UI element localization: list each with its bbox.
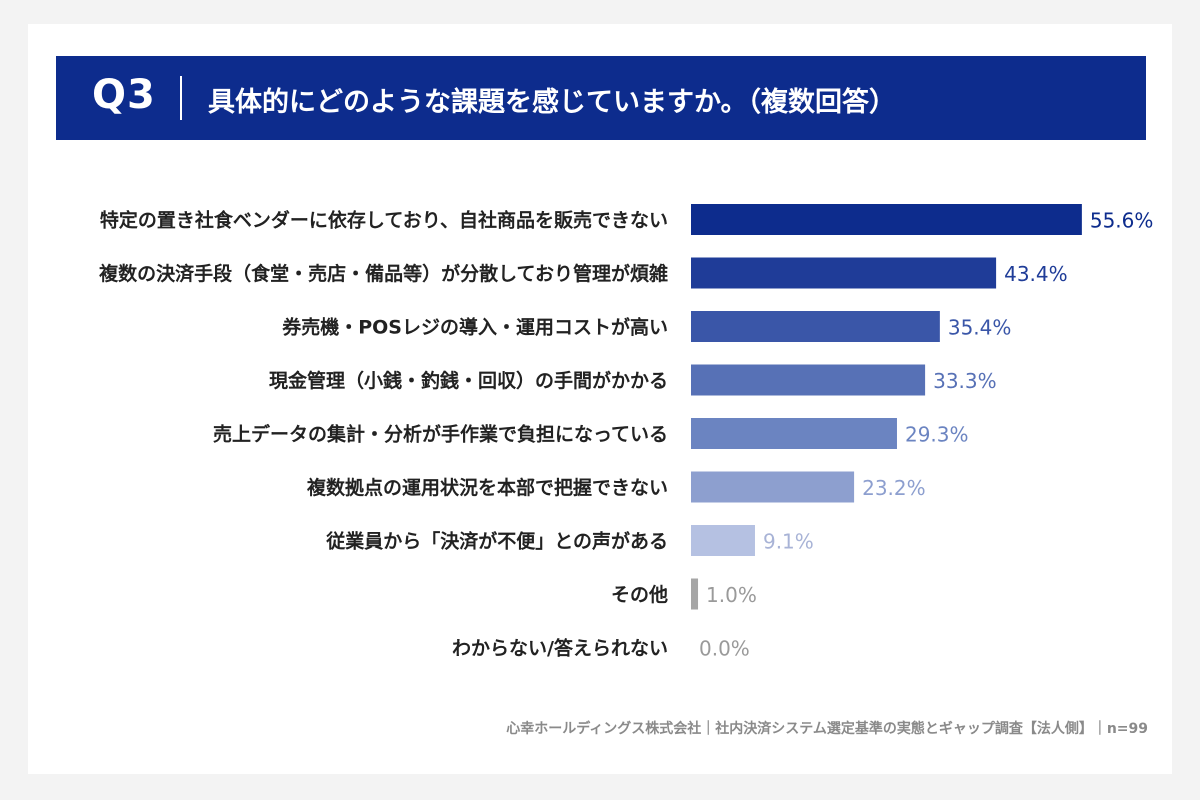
header-divider bbox=[180, 76, 182, 120]
value-label: 9.1% bbox=[763, 530, 814, 554]
category-label: 従業員から「決済が不便」との声がある bbox=[325, 530, 668, 553]
bar bbox=[691, 418, 897, 449]
value-label: 43.4% bbox=[1004, 262, 1068, 286]
category-label: 売上データの集計・分析が手作業で負担になっている bbox=[213, 423, 668, 446]
category-label: 複数の決済手段（食堂・売店・備品等）が分散しており管理が煩雑 bbox=[98, 262, 668, 285]
question-text: 具体的にどのような課題を感じていますか。（複数回答） bbox=[208, 87, 896, 118]
bar bbox=[691, 578, 699, 610]
category-label: わからない/答えられない bbox=[452, 637, 668, 660]
content-card bbox=[28, 24, 1172, 774]
category-label: 現金管理（小銭・釣銭・回収）の手間がかかる bbox=[269, 369, 668, 392]
bar bbox=[691, 525, 755, 556]
value-label: 0.0% bbox=[699, 637, 750, 661]
bar bbox=[691, 311, 940, 342]
bar bbox=[691, 471, 855, 503]
category-label: 券売機・POSレジの導入・運用コストが高い bbox=[281, 316, 668, 339]
category-label: 複数拠点の運用状況を本部で把握できない bbox=[306, 476, 668, 499]
category-label: 特定の置き社食ベンダーに依存しており、自社商品を販売できない bbox=[100, 209, 668, 232]
value-label: 29.3% bbox=[905, 423, 969, 447]
question-header: Q3 具体的にどのような課題を感じていますか。（複数回答） bbox=[56, 56, 1146, 140]
value-label: 55.6% bbox=[1090, 209, 1154, 233]
value-label: 35.4% bbox=[948, 316, 1012, 340]
value-label: 33.3% bbox=[933, 369, 997, 393]
source-footer: 心幸ホールディングス株式会社｜社内決済システム選定基準の実態とギャップ調査【法人… bbox=[506, 721, 1148, 737]
value-label: 1.0% bbox=[706, 583, 757, 607]
bar bbox=[691, 204, 1082, 235]
value-label: 23.2% bbox=[862, 476, 926, 500]
bar bbox=[691, 364, 926, 396]
bar bbox=[691, 257, 997, 289]
category-label: その他 bbox=[611, 583, 668, 606]
question-number: Q3 bbox=[92, 72, 156, 118]
